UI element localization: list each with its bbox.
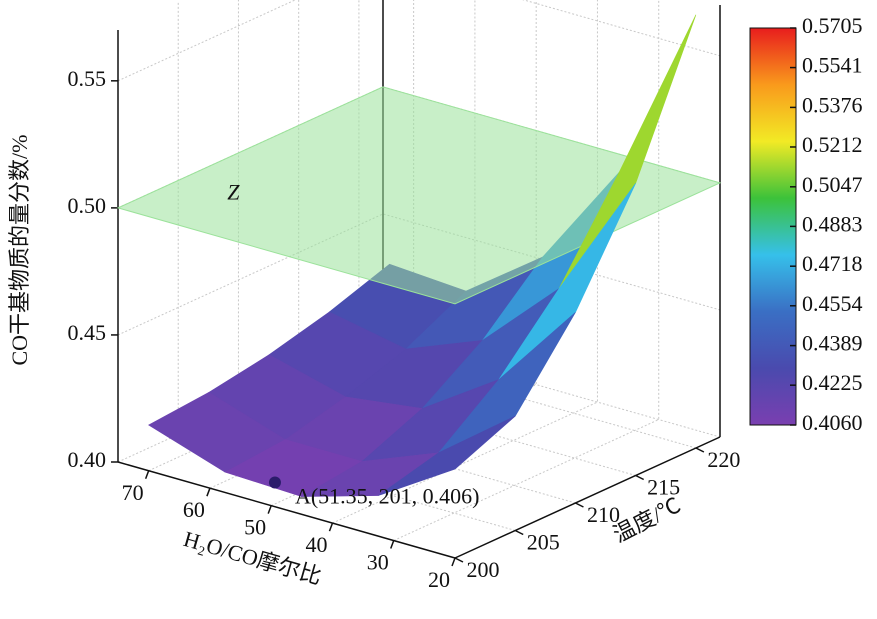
axis-line — [117, 461, 456, 559]
tick-mark — [267, 505, 272, 514]
colorbar-tick-label: 0.5047 — [802, 172, 863, 197]
grid-line — [117, 0, 721, 82]
grid-line — [117, 213, 721, 336]
z-tick-label: 0.55 — [68, 66, 107, 91]
tick-mark — [390, 540, 395, 549]
x-tick-label: 70 — [122, 480, 144, 505]
colorbar-tick-label: 0.4718 — [802, 251, 863, 276]
plane — [116, 86, 722, 305]
colorbar-tick-label: 0.4389 — [802, 331, 863, 356]
tick-mark — [575, 502, 584, 508]
point-label: A(51.35, 201, 0.406) — [295, 484, 480, 509]
y-tick-label: 220 — [707, 447, 740, 472]
tick-mark — [635, 474, 645, 481]
plane-label: Z — [227, 179, 240, 204]
y-axis-title: 温度/℃ — [609, 492, 685, 547]
colorbar-tick-label: 0.4883 — [802, 211, 863, 236]
tick-mark — [206, 487, 211, 497]
colorbar-tick-label: 0.4060 — [802, 410, 863, 435]
colorbar-tick-label: 0.4554 — [802, 291, 863, 316]
z-tick-label: 0.40 — [68, 447, 107, 472]
axis-line — [454, 436, 721, 559]
grid-line — [358, 0, 697, 449]
grid-line — [332, 0, 598, 524]
x-tick-label: 30 — [367, 550, 389, 575]
z-axis-title: CO干基物质的量分数/% — [7, 134, 32, 365]
grid-line — [393, 0, 660, 542]
tick-mark — [695, 447, 705, 453]
colorbar-tick-label: 0.4225 — [802, 370, 863, 395]
y-tick-label: 215 — [647, 475, 680, 500]
x-tick-label: 20 — [428, 567, 450, 592]
surface-cell — [378, 415, 516, 496]
y-tick-label: 205 — [527, 530, 560, 555]
z-tick-label: 0.50 — [68, 193, 107, 218]
y-tick-label: 200 — [467, 557, 500, 582]
tick-mark — [514, 529, 524, 536]
grid-line — [298, 0, 636, 476]
colorbar-tick-label: 0.5541 — [802, 53, 863, 78]
point-marker — [268, 476, 281, 489]
grid-line — [177, 2, 516, 531]
y-tick-label: 210 — [587, 502, 620, 527]
colorbar-tick-label: 0.5705 — [802, 13, 863, 38]
grid-line — [237, 0, 576, 504]
tick-mark — [328, 522, 334, 532]
colorbar-tick-label: 0.5376 — [802, 92, 863, 117]
tick-mark — [454, 557, 464, 563]
colorbar-tick-label: 0.5212 — [802, 132, 863, 157]
x-tick-label: 50 — [244, 515, 266, 540]
x-tick-label: 40 — [305, 532, 327, 557]
tick-mark — [451, 557, 456, 567]
colorbar — [749, 27, 797, 426]
tick-mark — [144, 470, 150, 479]
z-tick-label: 0.45 — [68, 320, 107, 345]
x-tick-label: 60 — [183, 497, 205, 522]
